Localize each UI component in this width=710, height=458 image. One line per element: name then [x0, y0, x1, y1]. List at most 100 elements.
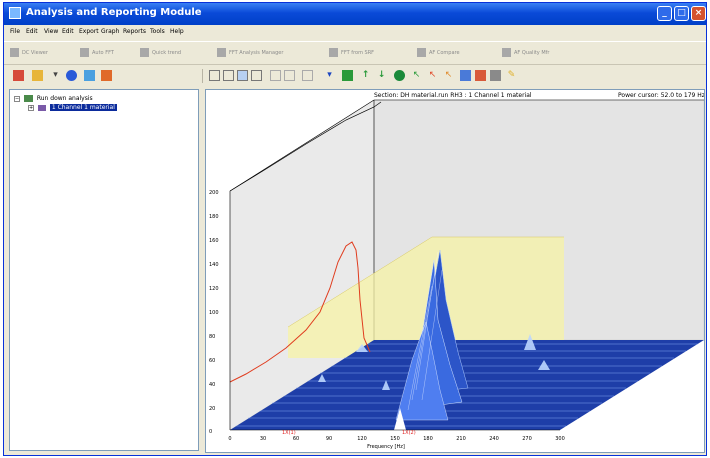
peak-ridge: [411, 267, 437, 401]
menu-file[interactable]: File: [10, 28, 21, 35]
auto-fft-icon: [80, 48, 89, 57]
info-icon[interactable]: [66, 70, 77, 81]
dc-viewer-button[interactable]: DC Viewer: [10, 46, 48, 60]
peak-ridge: [421, 269, 443, 401]
tree-root-label: Run down analysis: [36, 95, 93, 102]
peak-ridge: [407, 285, 433, 411]
export-icon[interactable]: [101, 70, 112, 81]
toolbar-separator: [202, 69, 203, 83]
menu-reports[interactable]: Reports: [123, 28, 147, 35]
y-tick-label: 200: [209, 190, 219, 196]
zoom-icon[interactable]: [270, 70, 281, 81]
title-bar[interactable]: Analysis and Reporting Module _ □ ×: [4, 3, 706, 25]
print-icon[interactable]: [490, 70, 501, 81]
waterfall-plot-panel[interactable]: Section: DH material.run RH3 : 1 Channel…: [205, 89, 705, 453]
quick-trend-icon: [140, 48, 149, 57]
menu-graph[interactable]: Graph: [101, 28, 120, 35]
x-tick-label: 60: [293, 436, 299, 442]
fft-manager-icon: [217, 48, 226, 57]
x-tick-label: 0: [228, 436, 231, 442]
y-tick-label: 60: [209, 358, 215, 364]
y-axis: 200 180 160 140 120 100 80 60 40 20 0: [209, 190, 231, 435]
channel-icon: [37, 104, 46, 111]
floor-peak: [524, 334, 536, 350]
view-grid-icon[interactable]: [237, 70, 248, 81]
app-icon: [9, 7, 21, 19]
x-axis: 0 30 60 90 120 150 180 210 240 270 300 F…: [228, 429, 565, 450]
y-tick-label: 120: [209, 286, 219, 292]
quick-trend-button[interactable]: Quick trend: [140, 46, 181, 60]
af-quality-icon: [502, 48, 511, 57]
go-icon[interactable]: [394, 70, 405, 81]
menu-edit[interactable]: Edit: [26, 28, 38, 35]
waterfall-chart: 200 180 160 140 120 100 80 60 40 20 0 0 …: [209, 99, 704, 450]
power-cursor-label: Power cursor: 52.0 to 179 Hz: [618, 92, 705, 99]
y-tick-label: 20: [209, 406, 215, 412]
x-tick-label: 240: [489, 436, 499, 442]
fft-analysis-manager-button[interactable]: FFT Analysis Manager: [217, 46, 283, 60]
y-tick-label: 140: [209, 262, 219, 268]
close-button[interactable]: ×: [691, 6, 706, 21]
analysis-tree: − Run down analysis + 1 Channel 1 materi…: [9, 89, 199, 451]
black-speed-trace: [229, 101, 382, 192]
dropdown-arrow-icon[interactable]: ▾: [53, 70, 58, 80]
collapse-icon[interactable]: −: [14, 96, 20, 102]
view-single-icon[interactable]: [209, 70, 220, 81]
report-icon[interactable]: [475, 70, 486, 81]
y-tick-label: 0: [209, 429, 212, 435]
cursor-tool-icon[interactable]: ↖: [412, 70, 421, 80]
red-amplitude-trace: [229, 241, 371, 383]
maximize-button[interactable]: □: [674, 6, 689, 21]
tools-toolbar: ▾ ▾ ↑ ↓ ↖ ↖ ↖ ✎: [4, 65, 706, 87]
peak-cursor-icon[interactable]: ↖: [444, 70, 453, 80]
x-axis-label: Frequency [Hz]: [367, 444, 405, 450]
auto-fft-button[interactable]: Auto FFT: [80, 46, 114, 60]
floor-peak: [382, 380, 390, 390]
x-tick-label: 120: [357, 436, 367, 442]
refresh-icon[interactable]: [84, 70, 95, 81]
arrow-dropdown-icon[interactable]: ▾: [327, 70, 332, 80]
open-folder-icon[interactable]: [32, 70, 43, 81]
pencil-icon[interactable]: ✎: [507, 70, 516, 80]
top-edge-line: [229, 99, 375, 192]
y-tick-label: 100: [209, 310, 219, 316]
y-tick-label: 180: [209, 214, 219, 220]
af-compare-icon: [417, 48, 426, 57]
view-split-icon[interactable]: [223, 70, 234, 81]
cursor-band: [287, 236, 564, 358]
x-tick-label: 90: [326, 436, 332, 442]
main-peak-ridges: [407, 251, 443, 411]
front-white-spike: [394, 408, 406, 430]
harmonic-cursor-icon[interactable]: ↖: [428, 70, 437, 80]
tree-child-label[interactable]: 1 Channel 1 material: [49, 104, 117, 111]
fft-srf-icon: [329, 48, 338, 57]
order-marker-label: 1X(2): [402, 430, 416, 436]
trend-traces: [229, 101, 382, 383]
menu-view[interactable]: View: [44, 28, 59, 35]
waterfall-spectra: [394, 249, 469, 430]
copy-icon[interactable]: [460, 70, 471, 81]
x-tick-label: 30: [260, 436, 266, 442]
minimize-button[interactable]: _: [657, 6, 672, 21]
pan-icon[interactable]: [284, 70, 295, 81]
tree-root-row[interactable]: − Run down analysis: [14, 94, 93, 103]
expand-icon[interactable]: +: [28, 105, 34, 111]
menu-tools[interactable]: Tools: [150, 28, 165, 35]
view-waterfall-icon[interactable]: [251, 70, 262, 81]
x-tick-label: 180: [423, 436, 433, 442]
tree-child-row[interactable]: + 1 Channel 1 material: [28, 103, 117, 112]
cursor-icon[interactable]: [302, 70, 313, 81]
menu-export[interactable]: Export: [79, 28, 99, 35]
af-compare-button[interactable]: AF Compare: [417, 46, 460, 60]
up-arrow-icon[interactable]: ↑: [361, 70, 370, 80]
menu-help[interactable]: Help: [170, 28, 184, 35]
delete-icon[interactable]: [13, 70, 24, 81]
y-tick-label: 40: [209, 382, 215, 388]
marker-icon[interactable]: [342, 70, 353, 81]
af-quality-button[interactable]: AF Quality Mfr: [502, 46, 549, 60]
fft-from-srf-button[interactable]: FFT from SRF: [329, 46, 374, 60]
down-arrow-icon[interactable]: ↓: [377, 70, 386, 80]
order-marker-label: 1X(1): [282, 430, 296, 436]
floor-peak: [318, 374, 326, 382]
menu-edit-2[interactable]: Edit: [62, 28, 74, 35]
